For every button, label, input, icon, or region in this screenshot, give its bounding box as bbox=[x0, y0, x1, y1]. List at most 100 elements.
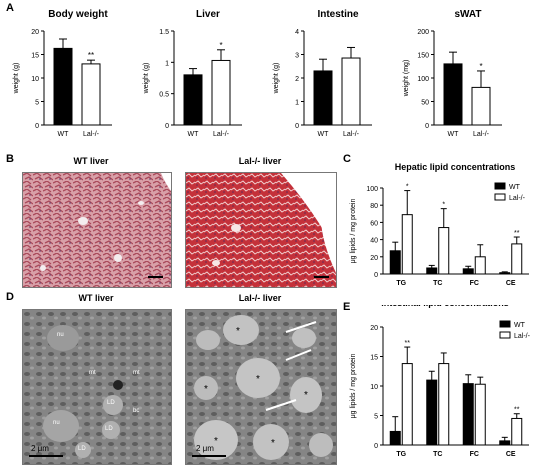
chart-4-bar-Lal-/--TG bbox=[401, 214, 413, 275]
chart-3-bar-1 bbox=[471, 86, 491, 126]
chart-3-xlabel-0: WT bbox=[448, 131, 460, 138]
chart-1-xlabel-1: Lal-/- bbox=[213, 131, 230, 138]
chart-4-xlabel-3: CE bbox=[506, 280, 516, 287]
svg-text:*: * bbox=[236, 326, 240, 337]
chart-4-bar-Lal-/--TC bbox=[438, 227, 450, 275]
svg-text:*: * bbox=[256, 374, 260, 385]
lal-em-scale-label: 2 μm bbox=[196, 444, 214, 453]
chart-2-ytick-label-3: 3 bbox=[295, 53, 299, 60]
svg-text:*: * bbox=[304, 390, 308, 401]
chart-3-ylabel: weight (mg) bbox=[403, 60, 410, 98]
chart-5-ytick-label-4: 20 bbox=[370, 325, 378, 332]
chart-4-legend-label-1: Lal-/- bbox=[509, 195, 526, 202]
chart-1-ytick-label-3: 1.5 bbox=[159, 29, 169, 36]
chart-4-title: Hepatic lipid concentrations bbox=[395, 162, 516, 172]
chart-4-bar-WT-FC bbox=[462, 268, 474, 275]
chart-2-xlabel-1: Lal-/- bbox=[343, 131, 360, 138]
chart-3-ytick-label-2: 100 bbox=[417, 76, 429, 83]
chart-5-bar-WT-FC bbox=[462, 383, 474, 446]
chart-4-xlabel-1: TC bbox=[433, 280, 442, 287]
chart-1-ytick-label-2: 1 bbox=[165, 60, 169, 67]
chart-4-ytick-label-3: 60 bbox=[370, 220, 378, 227]
chart-4-sig-1: * bbox=[442, 202, 445, 209]
chart-3-ytick-label-0: 0 bbox=[425, 123, 429, 130]
chart-0-title: Body weight bbox=[48, 9, 108, 20]
chart-5-bar-Lal-/--TG bbox=[401, 363, 413, 446]
chart-2-bar-0 bbox=[313, 70, 333, 126]
chart-4-legend-swatch-1 bbox=[494, 193, 506, 201]
chart-4-bar-WT-CE bbox=[499, 272, 511, 275]
chart-4-bar-Lal-/--FC bbox=[474, 256, 486, 275]
chart-0-ytick-label-2: 10 bbox=[31, 76, 39, 83]
chart-swat: sWAT 0 50 100 150 200 weight (mg) WT Lal-/- * bbox=[403, 9, 502, 138]
svg-text:*: * bbox=[214, 436, 218, 447]
chart-5-bar-Lal-/--CE bbox=[511, 417, 523, 446]
chart-4-xlabel-0: TG bbox=[396, 280, 406, 287]
chart-1-ytick-label-1: 0.5 bbox=[159, 92, 169, 99]
chart-hepatic-lipids: Hepatic lipid concentrations 0 20 40 60 80 100… bbox=[350, 162, 529, 287]
chart-3-ytick-label-4: 200 bbox=[417, 29, 429, 36]
chart-0-bar-1 bbox=[81, 63, 101, 126]
chart-1-bar-0 bbox=[183, 74, 203, 126]
chart-5-ytick-label-3: 15 bbox=[370, 355, 378, 362]
chart-intestine: Intestine 0 1 2 3 4 weight (g) WT Lal-/- bbox=[273, 9, 372, 138]
svg-text:*: * bbox=[204, 384, 208, 395]
chart-5-sig-0: ** bbox=[405, 340, 411, 347]
chart-body-weight: Body weight 0 5 10 15 20 weight (g) WT Lal-/- ** bbox=[13, 9, 112, 138]
chart-4-ytick-label-1: 20 bbox=[370, 255, 378, 262]
chart-3-ytick-label-3: 150 bbox=[417, 53, 429, 60]
b-lal-title: Lal-/- liver bbox=[238, 156, 282, 166]
em-label-mt-1: mt bbox=[133, 370, 140, 376]
chart-3-title: sWAT bbox=[454, 9, 481, 20]
chart-5-ytick-label-2: 10 bbox=[370, 384, 378, 391]
wt-em-scale-label: 2 μm bbox=[31, 444, 49, 453]
chart-4-ytick-label-0: 0 bbox=[374, 272, 378, 279]
chart-4-ytick-label-5: 100 bbox=[366, 186, 378, 193]
chart-2-ytick-label-1: 1 bbox=[295, 100, 299, 107]
chart-5-ylabel: μg lipids / mg protein bbox=[350, 354, 357, 419]
chart-4-sig-0: * bbox=[406, 184, 409, 191]
chart-0-xlabel-1: Lal-/- bbox=[83, 131, 100, 138]
chart-5-legend-label-0: WT bbox=[514, 322, 526, 329]
chart-0-ytick-label-1: 5 bbox=[35, 100, 39, 107]
chart-0-xlabel-0: WT bbox=[58, 131, 70, 138]
chart-2-ytick-label-4: 4 bbox=[295, 29, 299, 36]
chart-5-bar-Lal-/--FC bbox=[474, 383, 486, 446]
chart-liver: Liver 0 0.5 1 1.5 weight (g) WT Lal-/- * bbox=[143, 9, 242, 138]
d-wt-title: WT liver bbox=[78, 293, 114, 303]
chart-3-sig-1: * bbox=[479, 62, 482, 71]
chart-5-legend-swatch-1 bbox=[499, 331, 511, 339]
chart-2-xlabel-0: WT bbox=[318, 131, 330, 138]
wt-liver-histology-image bbox=[22, 172, 172, 288]
chart-5-sig-3: ** bbox=[514, 407, 520, 414]
lal-liver-em-image: * * * * * * 2 μm bbox=[185, 309, 337, 465]
chart-2-ylabel: weight (g) bbox=[273, 63, 280, 95]
chart-3-bar-0 bbox=[443, 63, 463, 126]
em-label-nu-2: nu bbox=[53, 420, 60, 426]
d-lal-title: Lal-/- liver bbox=[238, 293, 282, 303]
chart-4-ylabel: μg lipids / mg protein bbox=[350, 199, 357, 264]
chart-1-xlabel-0: WT bbox=[188, 131, 200, 138]
chart-4-sig-3: ** bbox=[514, 230, 520, 237]
em-label-ld-2: LD bbox=[105, 426, 113, 432]
chart-2-ytick-label-0: 0 bbox=[295, 123, 299, 130]
panel-d-letter: D bbox=[6, 291, 14, 303]
lal-liver-texture bbox=[186, 173, 336, 287]
chart-4-ytick-label-4: 80 bbox=[370, 203, 378, 210]
chart-5-ytick-label-0: 0 bbox=[374, 443, 378, 450]
chart-4-ytick-label-2: 40 bbox=[370, 238, 378, 245]
b-wt-title: WT liver bbox=[73, 156, 109, 166]
wt-liver-texture bbox=[23, 173, 171, 287]
chart-1-ylabel: weight (g) bbox=[143, 63, 150, 95]
chart-5-title: Intestinal lipid concentrations bbox=[381, 305, 509, 308]
chart-4-bar-WT-TC bbox=[426, 267, 438, 275]
panel-e-letter: E bbox=[343, 301, 351, 313]
chart-4-legend-swatch-0 bbox=[494, 182, 506, 190]
em-label-mt-2: mt bbox=[89, 370, 96, 376]
wt-liver-em-image: nu nu LD LD mt LD mt bc 2 μm bbox=[22, 309, 172, 465]
em-label-bc: bc bbox=[133, 408, 140, 414]
chart-4-legend-label-0: WT bbox=[509, 184, 521, 191]
chart-1-bar-1 bbox=[211, 59, 231, 126]
chart-2-ytick-label-2: 2 bbox=[295, 76, 299, 83]
chart-0-ytick-label-3: 15 bbox=[31, 53, 39, 60]
